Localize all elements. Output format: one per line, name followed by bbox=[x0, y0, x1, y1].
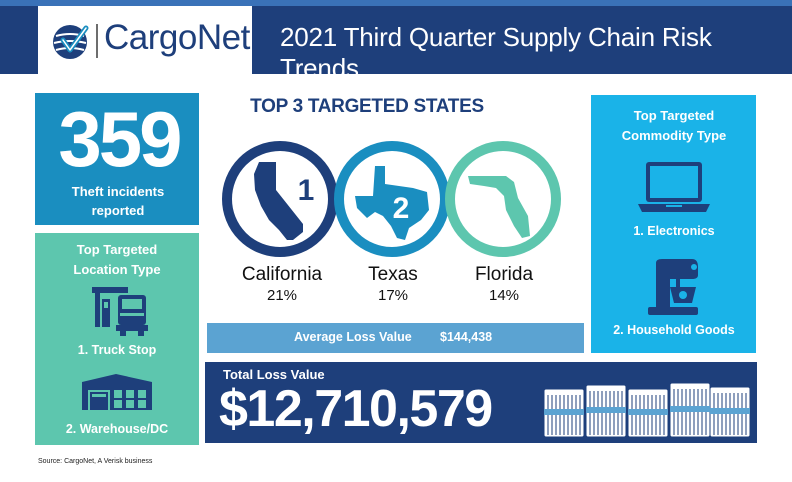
average-loss-bar bbox=[207, 323, 584, 353]
source-note: Source: CargoNet, A Verisk business bbox=[38, 458, 153, 465]
brand-name: CargoNet bbox=[104, 18, 250, 57]
stand-mixer-icon bbox=[648, 259, 698, 315]
commodity-item-2: 2. Household Goods bbox=[613, 323, 735, 337]
total-loss-label: Total Loss Value bbox=[223, 367, 325, 382]
commodity-heading-line1: Top Targeted bbox=[633, 108, 715, 123]
state-percent-california: 21% bbox=[266, 287, 298, 304]
state-rank-2: 2 bbox=[393, 192, 410, 225]
laptop-icon bbox=[638, 162, 710, 212]
cargonet-globe-check-icon bbox=[53, 25, 89, 59]
state-percent-florida: 14% bbox=[488, 287, 520, 304]
commodity-heading-line2: Commodity Type bbox=[621, 128, 727, 143]
total-loss-value: $12,710,579 bbox=[219, 380, 493, 438]
state-name-texas: Texas bbox=[368, 264, 418, 285]
header-top-stripe bbox=[0, 0, 792, 6]
commodity-heading: Top Targeted Commodity Type bbox=[595, 106, 753, 146]
location-item-1: 1. Truck Stop bbox=[77, 343, 157, 357]
average-loss-value: $144,438 bbox=[440, 330, 493, 344]
location-heading-line1: Top Targeted bbox=[76, 242, 158, 257]
theft-label: Theft incidents reported bbox=[44, 182, 192, 220]
states-heading: TOP 3 TARGETED STATES bbox=[250, 96, 484, 117]
state-name-florida: Florida bbox=[474, 264, 534, 285]
location-item-2: 2. Warehouse/DC bbox=[65, 422, 169, 436]
state-rank-3: 3 bbox=[486, 196, 503, 229]
theft-count: 359 bbox=[58, 95, 182, 183]
state-percent-texas: 17% bbox=[377, 287, 409, 304]
florida-map-icon: 3 bbox=[445, 141, 561, 257]
theft-label-line2: reported bbox=[91, 203, 145, 218]
location-heading: Top Targeted Location Type bbox=[38, 240, 196, 280]
money-stacks-icon bbox=[543, 382, 751, 438]
location-heading-line2: Location Type bbox=[73, 262, 161, 277]
warehouse-icon bbox=[82, 374, 152, 410]
average-loss-label: Average Loss Value bbox=[294, 330, 412, 344]
state-rank-1: 1 bbox=[298, 174, 315, 207]
state-name-california: California bbox=[241, 264, 323, 285]
california-map-icon: 1 bbox=[222, 141, 338, 257]
logo-divider bbox=[96, 24, 98, 58]
texas-map-icon: 2 bbox=[334, 141, 450, 257]
truck-stop-icon bbox=[92, 287, 148, 336]
theft-label-line1: Theft incidents bbox=[71, 184, 165, 199]
page-title: 2021 Third Quarter Supply Chain Risk Tre… bbox=[280, 22, 712, 83]
theft-panel bbox=[35, 93, 199, 225]
commodity-item-1: 1. Electronics bbox=[633, 224, 715, 238]
